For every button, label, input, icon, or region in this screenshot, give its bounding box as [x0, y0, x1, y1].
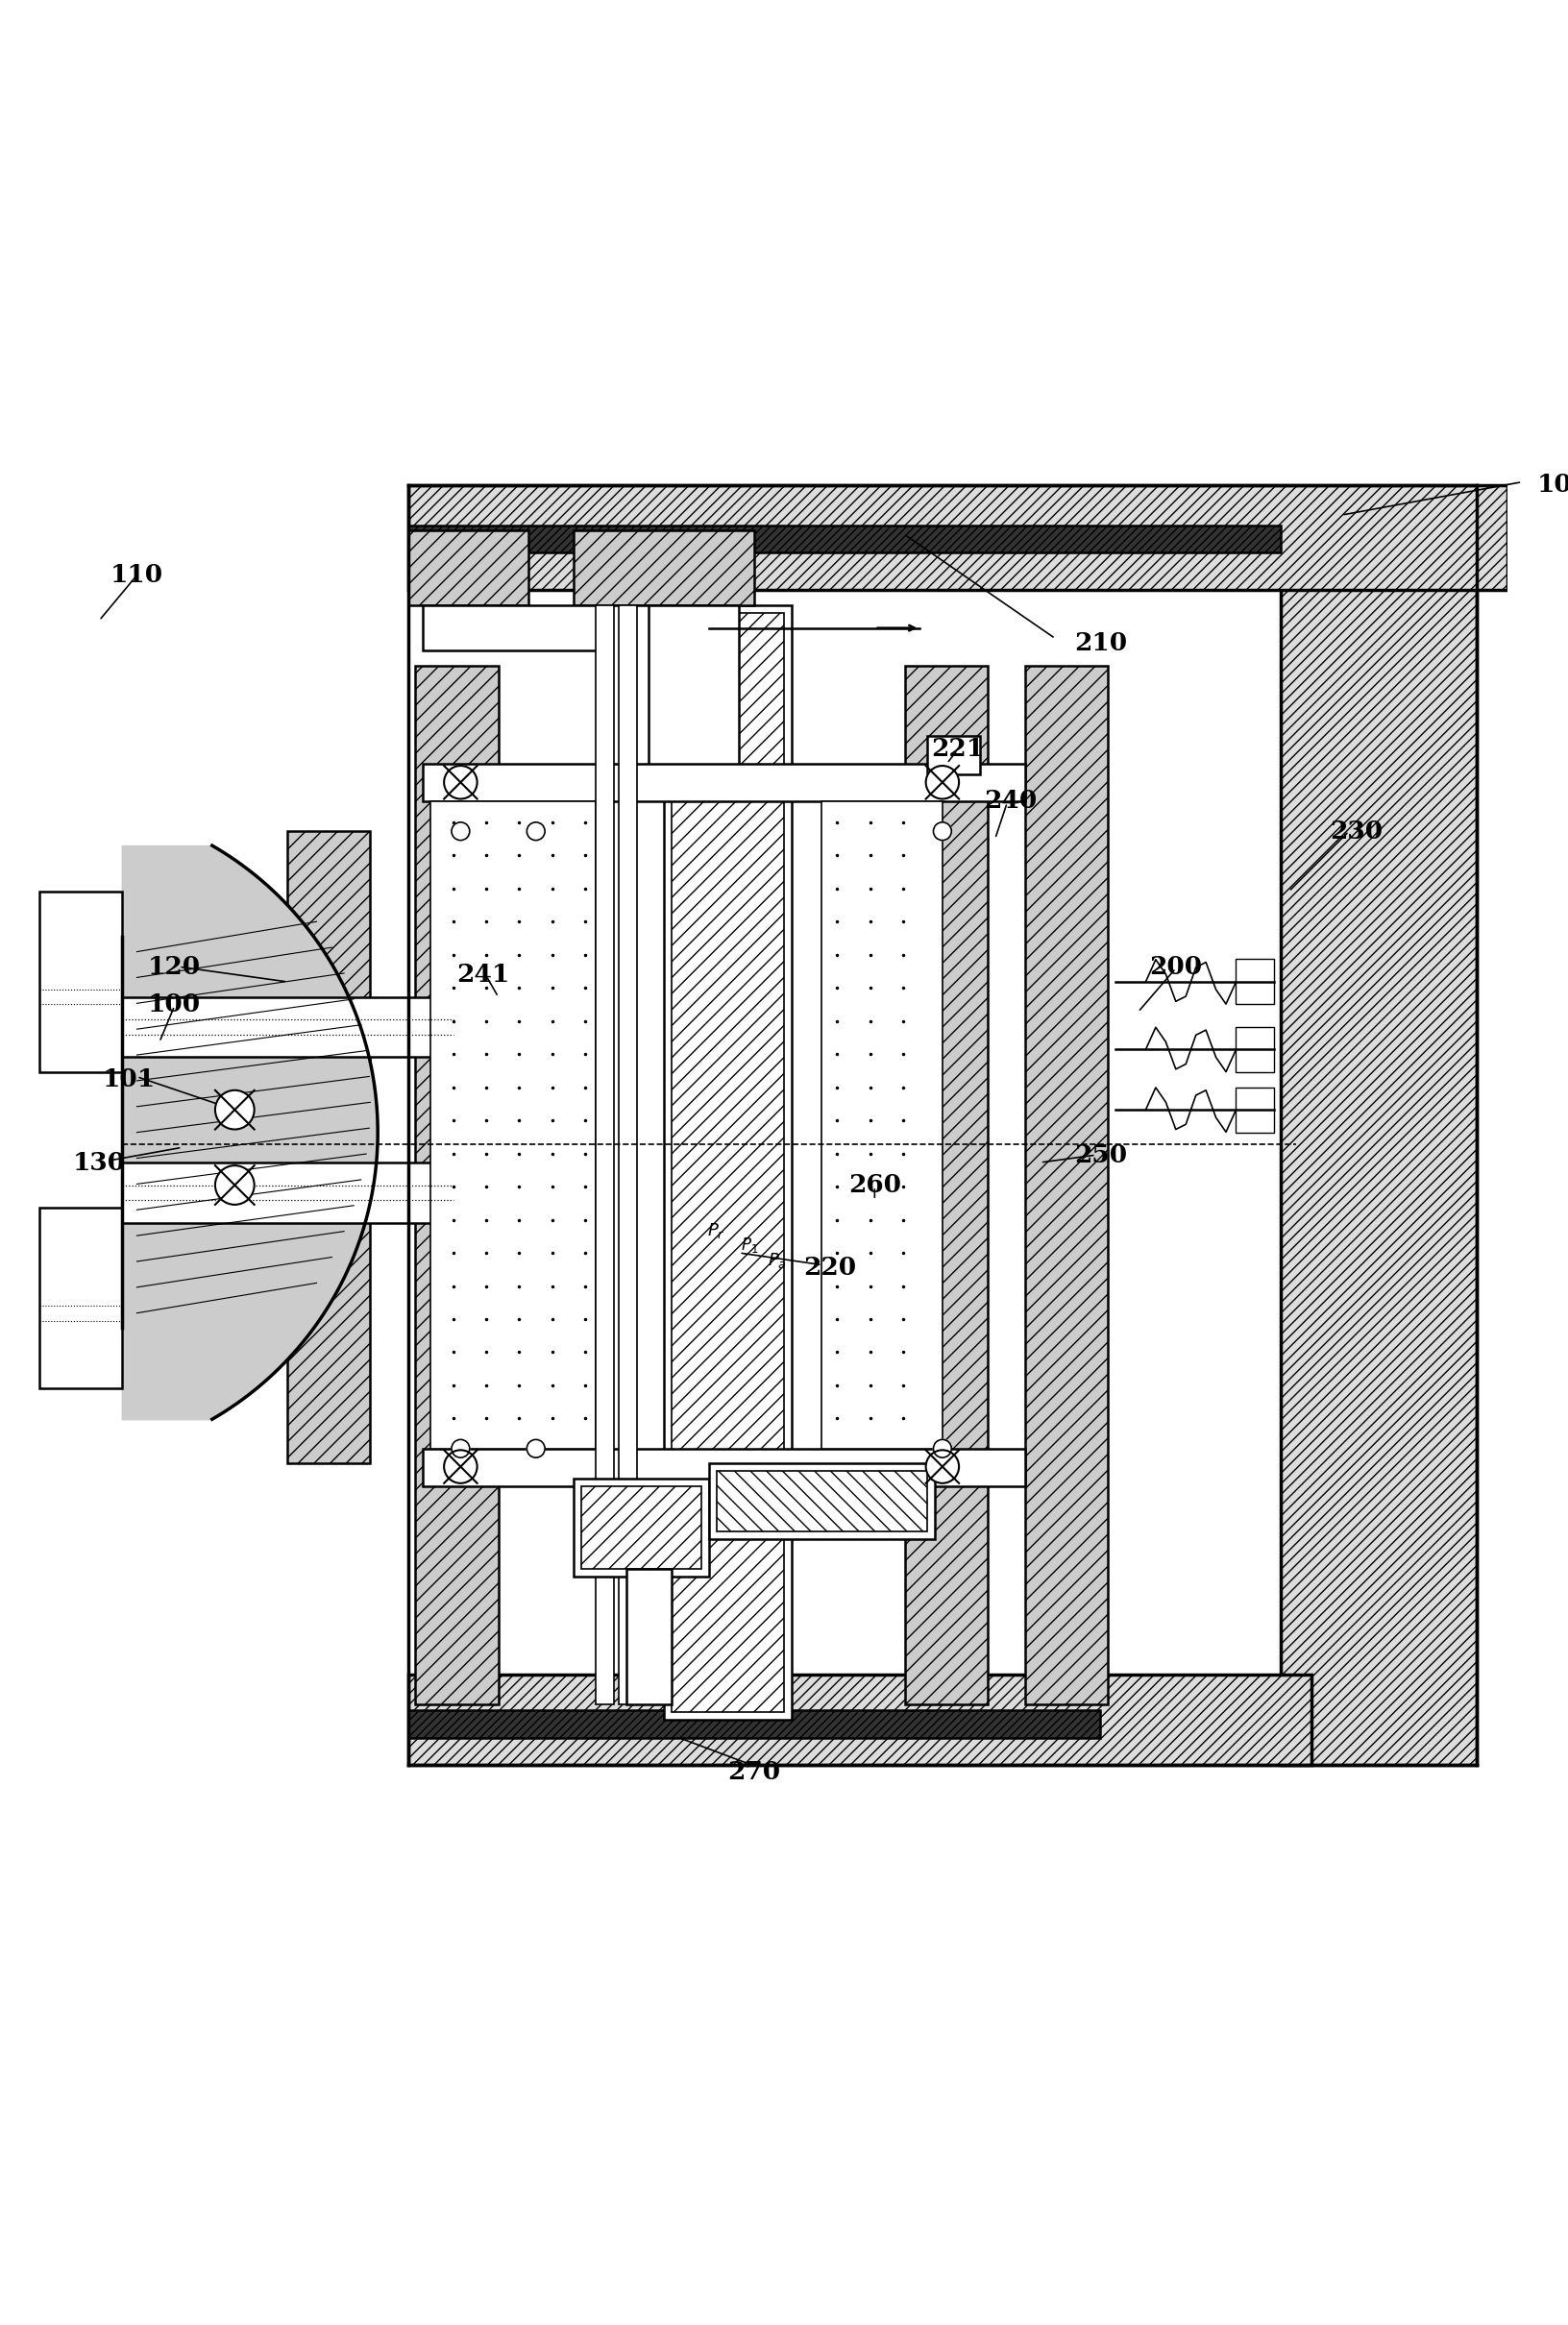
Text: 230: 230 — [1330, 818, 1383, 844]
Text: 110: 110 — [110, 563, 163, 588]
Bar — [408, 486, 1507, 591]
Circle shape — [527, 823, 546, 839]
Text: 241: 241 — [456, 963, 510, 986]
Bar — [671, 614, 784, 1711]
Bar — [596, 604, 615, 1704]
Circle shape — [925, 1451, 960, 1483]
Bar — [408, 525, 1281, 553]
Bar — [582, 1486, 701, 1569]
Text: 240: 240 — [983, 788, 1036, 814]
Bar — [39, 1207, 122, 1388]
Bar — [431, 802, 596, 1448]
Text: $P_r$: $P_r$ — [707, 1221, 726, 1239]
Bar — [822, 802, 942, 1448]
Bar — [1236, 960, 1273, 1004]
Text: 250: 250 — [1074, 1144, 1127, 1167]
Bar — [423, 604, 709, 651]
Text: $P_a$: $P_a$ — [767, 1251, 786, 1269]
Bar — [122, 997, 453, 1058]
Circle shape — [925, 765, 960, 800]
Circle shape — [933, 823, 952, 839]
Text: 200: 200 — [1149, 956, 1203, 979]
Bar — [408, 1711, 1101, 1737]
Bar — [574, 1479, 709, 1576]
Text: 101: 101 — [103, 1067, 155, 1093]
Circle shape — [444, 765, 477, 800]
Bar — [287, 832, 370, 1465]
Bar — [619, 604, 637, 1704]
Bar — [717, 1472, 927, 1532]
Circle shape — [452, 1439, 469, 1458]
Bar — [626, 1569, 671, 1704]
Bar — [649, 604, 739, 786]
Bar — [927, 737, 980, 774]
Circle shape — [933, 1439, 952, 1458]
Text: 10: 10 — [1537, 472, 1568, 498]
Text: 260: 260 — [848, 1174, 902, 1197]
Bar — [709, 1465, 935, 1539]
Bar — [122, 1162, 453, 1223]
Bar — [408, 1674, 1311, 1765]
Text: 270: 270 — [728, 1760, 781, 1783]
Bar — [39, 890, 122, 1072]
Bar — [423, 763, 1025, 802]
Circle shape — [527, 1439, 546, 1458]
Text: 210: 210 — [1074, 630, 1127, 656]
Bar — [423, 1448, 1025, 1486]
Bar — [1281, 516, 1477, 1765]
Text: 120: 120 — [147, 956, 201, 979]
Bar — [408, 530, 528, 604]
Circle shape — [215, 1090, 254, 1130]
Bar — [574, 530, 754, 604]
Bar — [1236, 1028, 1273, 1072]
Circle shape — [215, 1165, 254, 1204]
Bar — [905, 665, 988, 1704]
Text: 221: 221 — [931, 737, 985, 760]
Circle shape — [444, 1451, 477, 1483]
Text: 100: 100 — [147, 993, 201, 1016]
Bar — [416, 665, 499, 1704]
Text: $P_1$: $P_1$ — [740, 1235, 759, 1256]
Bar — [604, 604, 663, 786]
Bar — [1025, 665, 1109, 1704]
Bar — [663, 604, 792, 1720]
Circle shape — [452, 823, 469, 839]
Bar — [1236, 1088, 1273, 1132]
Text: 220: 220 — [803, 1256, 856, 1279]
Text: 130: 130 — [72, 1151, 125, 1174]
